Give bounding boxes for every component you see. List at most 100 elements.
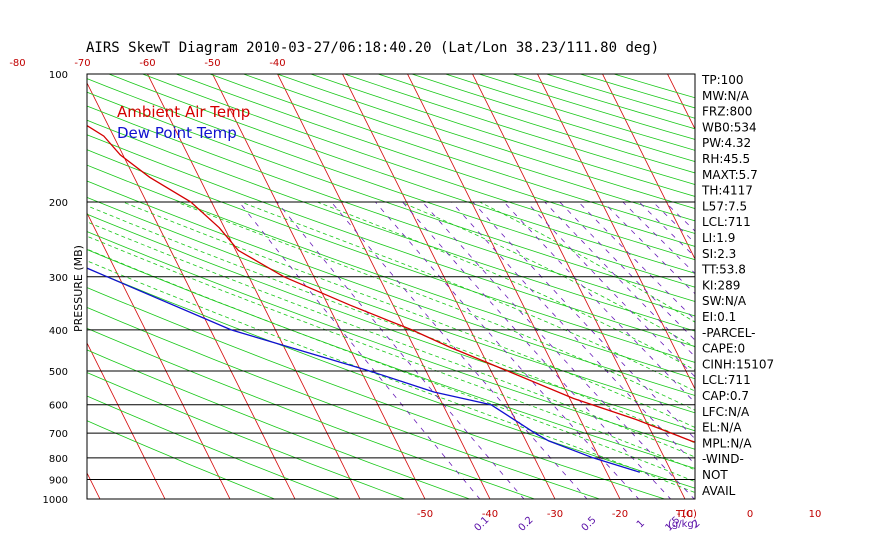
dry-adiabat-line	[444, 74, 695, 151]
pressure-tick-label: 800	[49, 454, 68, 465]
legend-temp: Ambient Air Temp	[117, 103, 250, 121]
dry-adiabat-line	[174, 74, 695, 247]
side-stat-text: -WIND-	[702, 452, 744, 466]
isotherm-line	[147, 74, 361, 499]
moist-adiabat-line	[87, 205, 695, 444]
side-stat-text: CAPE:0	[702, 342, 745, 356]
isobar-lines	[87, 201, 695, 481]
moist-adiabat-line	[122, 201, 695, 428]
moist-adiabat-line	[87, 260, 695, 494]
mixing-ratio-line	[451, 201, 695, 465]
pressure-tick-label: 700	[49, 429, 68, 440]
side-stat-text: LI:1.9	[702, 231, 735, 245]
mixing-ratio-line	[503, 201, 695, 404]
side-stat-text: EL:N/A	[702, 421, 742, 435]
dry-adiabat-line	[477, 74, 695, 140]
dry-adiabat-line	[410, 74, 695, 162]
isotherm-line	[87, 82, 296, 499]
dry-adiabat-line	[87, 349, 471, 499]
top-temp-ticks: -120-110-100-90-80-70-60-50-40	[9, 58, 285, 69]
dry-adiabat-line	[343, 74, 695, 185]
dry-adiabat-line	[87, 395, 341, 499]
mixing-ratio-line	[652, 201, 695, 244]
isotherm-line	[472, 74, 686, 499]
side-stat-text: FRZ:800	[702, 105, 752, 119]
mixing-ratio-line	[578, 201, 695, 321]
side-stat-text: CINH:15107	[702, 357, 774, 371]
dry-adiabat-line	[87, 372, 406, 499]
legend-dew: Dew Point Temp	[117, 124, 237, 142]
top-temp-tick-label: -50	[204, 58, 220, 69]
side-stat-text: NOT	[702, 468, 728, 482]
bottom-temp-tick-label: -50	[417, 509, 433, 520]
side-stat-text: MPL:N/A	[702, 436, 752, 450]
side-stat-text: TH:4117	[701, 184, 753, 198]
pressure-tick-label: 100	[49, 70, 68, 81]
moist-adiabat-line	[87, 235, 695, 471]
pressure-tick-label: 500	[49, 367, 68, 378]
bottom-temp-tick-label: -40	[482, 509, 498, 520]
isotherm-line	[407, 74, 621, 499]
side-stat-text: LCL:711	[702, 373, 751, 387]
mixing-ratio-unit-label: (g/kg)	[668, 519, 698, 530]
isotherm-line	[667, 74, 695, 130]
isotherm-line	[733, 74, 870, 499]
plot-frame	[86, 73, 696, 500]
moist-adiabat-line	[87, 221, 695, 458]
y-axis-label: PRESSURE (MB)	[72, 245, 85, 332]
mixing-ratio-line	[472, 201, 695, 440]
dry-adiabat-line	[87, 231, 695, 450]
isotherm-line	[87, 342, 166, 499]
dry-adiabat-line	[87, 91, 695, 302]
pressure-tick-label: 200	[49, 198, 68, 209]
dry-adiabat-line	[87, 249, 695, 469]
pressure-tick-label: 900	[49, 476, 68, 487]
dry-adiabat-line	[87, 196, 695, 414]
side-stat-text: L57:7.5	[702, 199, 747, 213]
side-stat-text: TT:53.8	[701, 263, 746, 277]
side-stat-text: WB0:534	[702, 120, 757, 134]
moist-adiabat-line	[87, 248, 695, 483]
mixing-ratio-line	[402, 201, 672, 499]
moist-adiabat-line	[479, 201, 695, 323]
bottom-temp-tick-label: -30	[547, 509, 563, 520]
pressure-tick-label: 600	[49, 401, 68, 412]
dry-adiabat-line	[87, 149, 695, 363]
moist-adiabat-line	[316, 201, 695, 371]
moist-adiabat-line	[400, 201, 695, 348]
dry-adiabat-line	[242, 74, 695, 222]
dry-adiabat-line	[87, 420, 276, 499]
mixing-ratio-line	[276, 201, 525, 499]
side-stat-text: MAXT:5.7	[702, 168, 758, 182]
dry-adiabat-line	[275, 74, 695, 209]
temp-profile-line	[87, 124, 695, 443]
dry-adiabat-line	[376, 74, 695, 174]
bottom-temp-tick-label: 10	[809, 509, 822, 520]
mixing-ratio-line	[330, 201, 588, 499]
mixing-ratio-line	[622, 201, 695, 275]
bottom-temp-tick-label: -20	[612, 509, 628, 520]
pressure-tick-label: 400	[49, 326, 68, 337]
dry-adiabat-line	[87, 105, 695, 317]
dry-adiabat-line	[87, 134, 695, 347]
dry-adiabat-line	[87, 119, 695, 332]
side-stat-text: SI:2.3	[702, 247, 736, 261]
dry-adiabat-line	[87, 287, 666, 499]
mixing-ratio-line	[422, 201, 695, 499]
dry-adiabat-line	[107, 74, 695, 274]
side-stat-text: RH:45.5	[702, 152, 750, 166]
isotherm-line	[87, 212, 231, 499]
side-stat-text: KI:289	[702, 278, 740, 292]
mixing-ratio-line	[559, 201, 695, 341]
chart-title: AIRS SkewT Diagram 2010-03-27/06:18:40.2…	[86, 40, 659, 56]
dry-adiabat-line	[87, 327, 536, 499]
mixing-ratio-line	[374, 201, 640, 499]
dry-adiabat-line	[309, 74, 695, 197]
top-temp-tick-label: -70	[74, 58, 90, 69]
moist-adiabat-line	[176, 201, 695, 411]
dry-adiabat-line	[141, 74, 695, 261]
side-stat-text: LFC:N/A	[702, 405, 750, 419]
bottom-temp-tick-label: 0	[747, 509, 753, 520]
